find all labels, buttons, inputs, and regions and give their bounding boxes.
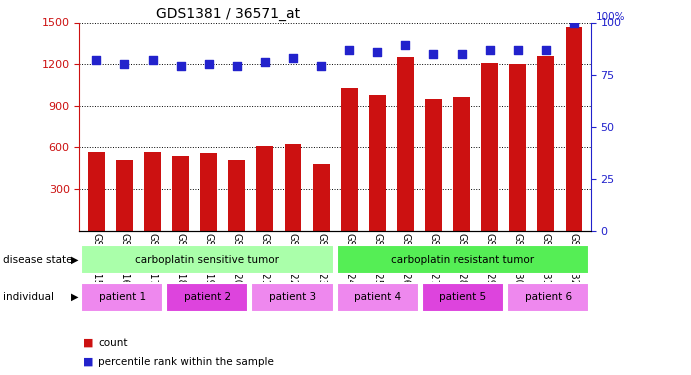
Bar [88, 152, 105, 231]
Point [231, 63, 243, 69]
Text: patient 6: patient 6 [524, 292, 571, 302]
Point [91, 57, 102, 63]
Point [147, 57, 158, 63]
Bar [172, 156, 189, 231]
Bar [538, 56, 554, 231]
Point [456, 51, 467, 57]
Point [484, 46, 495, 53]
Text: carboplatin resistant tumor: carboplatin resistant tumor [391, 255, 535, 265]
Bar [509, 64, 526, 231]
Bar [481, 63, 498, 231]
Point [343, 46, 354, 53]
Text: patient 2: patient 2 [184, 292, 231, 302]
Point [569, 20, 580, 26]
FancyBboxPatch shape [337, 282, 419, 312]
Text: disease state: disease state [3, 255, 73, 265]
Text: ▶: ▶ [71, 255, 79, 265]
Bar [341, 88, 358, 231]
Bar [453, 98, 470, 231]
Point [259, 59, 270, 65]
FancyBboxPatch shape [81, 245, 334, 274]
Bar [312, 164, 330, 231]
Point [512, 46, 523, 53]
Text: carboplatin sensitive tumor: carboplatin sensitive tumor [135, 255, 279, 265]
Bar [256, 146, 274, 231]
FancyBboxPatch shape [81, 282, 163, 312]
Text: percentile rank within the sample: percentile rank within the sample [98, 357, 274, 367]
Text: 100%: 100% [596, 12, 625, 22]
Bar [228, 160, 245, 231]
Text: ■: ■ [83, 357, 93, 367]
Text: count: count [98, 338, 128, 348]
Point [287, 55, 299, 61]
Point [316, 63, 327, 69]
Point [372, 49, 383, 55]
FancyBboxPatch shape [166, 282, 249, 312]
Bar [200, 153, 217, 231]
Point [203, 61, 214, 67]
Point [175, 63, 186, 69]
FancyBboxPatch shape [252, 282, 334, 312]
Text: patient 5: patient 5 [439, 292, 486, 302]
FancyBboxPatch shape [422, 282, 504, 312]
Bar [425, 99, 442, 231]
Text: patient 3: patient 3 [269, 292, 316, 302]
Bar [285, 144, 301, 231]
Bar [116, 160, 133, 231]
Text: patient 1: patient 1 [99, 292, 146, 302]
FancyBboxPatch shape [507, 282, 589, 312]
FancyBboxPatch shape [337, 245, 589, 274]
Point [428, 51, 439, 57]
Text: ▶: ▶ [71, 292, 79, 302]
Text: individual: individual [3, 292, 55, 302]
Point [119, 61, 130, 67]
Text: patient 4: patient 4 [354, 292, 401, 302]
Bar [565, 27, 583, 231]
Point [540, 46, 551, 53]
Bar [397, 57, 414, 231]
Point [400, 42, 411, 48]
Bar [144, 152, 161, 231]
Bar [369, 94, 386, 231]
Text: GDS1381 / 36571_at: GDS1381 / 36571_at [156, 8, 301, 21]
Text: ■: ■ [83, 338, 93, 348]
